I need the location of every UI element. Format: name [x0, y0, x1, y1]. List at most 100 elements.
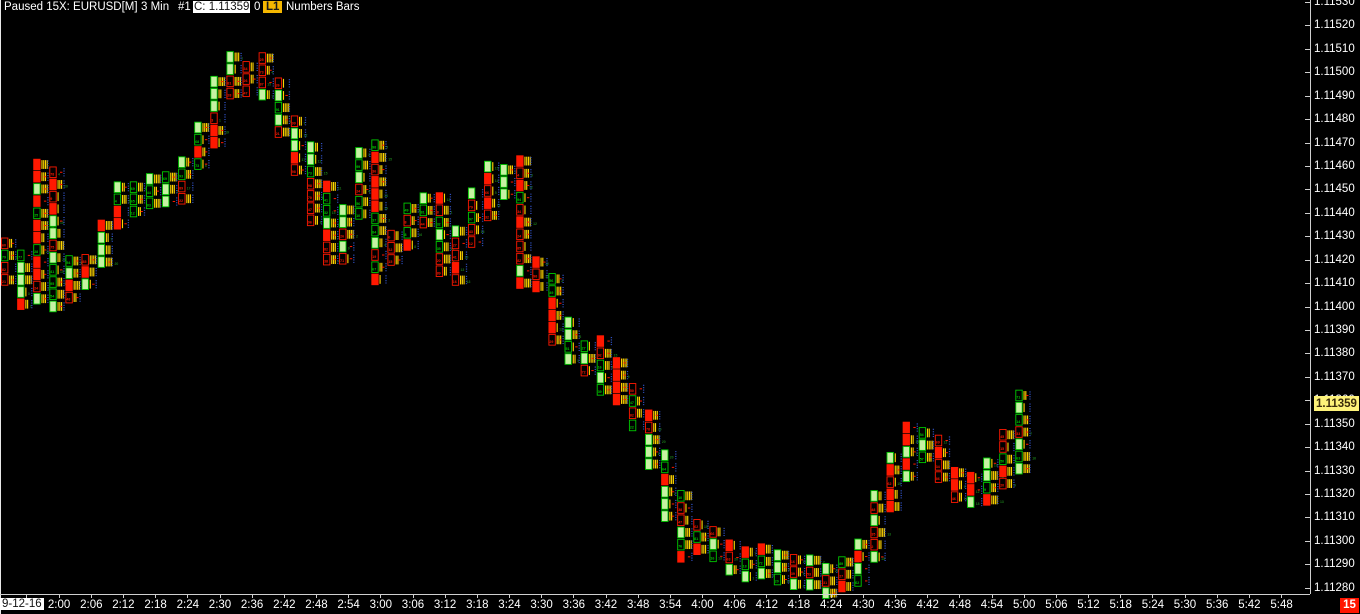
svg-text:20: 20: [670, 455, 674, 459]
svg-text:94: 94: [517, 198, 521, 202]
svg-text:26: 26: [244, 79, 248, 83]
svg-text:39: 39: [791, 572, 795, 576]
svg-text:16: 16: [598, 366, 602, 370]
svg-text:26: 26: [340, 234, 344, 238]
svg-text:17: 17: [187, 187, 191, 191]
svg-text:64: 64: [662, 467, 666, 471]
svg-text:11: 11: [338, 187, 342, 191]
svg-text:34: 34: [936, 465, 940, 469]
svg-text:33: 33: [1016, 432, 1020, 436]
svg-text:3: 3: [211, 118, 213, 122]
svg-text:13: 13: [718, 556, 722, 560]
svg-text:9: 9: [50, 197, 52, 201]
svg-text:68: 68: [195, 140, 199, 144]
svg-text:8: 8: [405, 233, 407, 237]
svg-text:87: 87: [260, 83, 264, 87]
svg-text:4: 4: [115, 199, 117, 203]
svg-text:15: 15: [614, 353, 618, 357]
svg-text:9: 9: [348, 247, 350, 251]
svg-text:12: 12: [469, 242, 473, 246]
svg-text:25: 25: [34, 213, 38, 217]
svg-text:20: 20: [115, 262, 119, 266]
svg-text:81: 81: [421, 210, 425, 214]
svg-text:4: 4: [58, 172, 60, 176]
svg-text:56: 56: [356, 202, 360, 206]
svg-text:49: 49: [549, 291, 553, 295]
svg-text:28: 28: [227, 94, 231, 98]
svg-text:34: 34: [517, 210, 521, 214]
svg-text:2: 2: [388, 219, 390, 223]
svg-text:67: 67: [372, 267, 376, 271]
svg-text:57: 57: [920, 457, 924, 461]
svg-text:71: 71: [1016, 396, 1020, 400]
svg-text:41: 41: [453, 256, 457, 260]
svg-text:32: 32: [324, 211, 328, 215]
svg-text:31: 31: [823, 581, 827, 585]
svg-text:28: 28: [34, 250, 38, 254]
svg-text:54: 54: [50, 294, 54, 298]
svg-text:39: 39: [598, 390, 602, 394]
svg-text:41: 41: [50, 270, 54, 274]
svg-text:54: 54: [66, 261, 70, 265]
svg-text:47: 47: [308, 208, 312, 212]
svg-text:27: 27: [582, 346, 586, 350]
svg-text:13: 13: [461, 268, 465, 272]
svg-text:18: 18: [976, 502, 980, 506]
svg-text:8: 8: [414, 245, 416, 249]
svg-text:44: 44: [147, 191, 151, 195]
svg-text:6: 6: [205, 164, 207, 168]
svg-text:2: 2: [356, 234, 358, 238]
svg-text:66: 66: [485, 191, 489, 195]
svg-text:13: 13: [887, 533, 891, 537]
svg-text:62: 62: [888, 482, 892, 486]
svg-text:5: 5: [495, 191, 497, 195]
svg-text:20: 20: [734, 558, 738, 562]
svg-text:77: 77: [18, 256, 22, 260]
svg-text:79: 79: [2, 256, 6, 260]
svg-text:43: 43: [469, 230, 473, 234]
svg-text:26: 26: [276, 83, 280, 87]
svg-text:50: 50: [1000, 459, 1004, 463]
svg-text:25: 25: [260, 58, 264, 62]
svg-text:12: 12: [533, 222, 537, 226]
svg-text:12: 12: [944, 441, 948, 445]
svg-text:38: 38: [324, 260, 328, 264]
svg-text:13: 13: [467, 280, 471, 284]
svg-text:18: 18: [743, 564, 747, 568]
svg-text:46: 46: [952, 497, 956, 501]
svg-text:34: 34: [244, 67, 248, 71]
svg-text:27: 27: [839, 574, 843, 578]
svg-text:60: 60: [2, 243, 6, 247]
svg-text:24: 24: [34, 287, 38, 291]
svg-text:20: 20: [1000, 484, 1004, 488]
svg-text:85: 85: [517, 247, 521, 251]
svg-text:69: 69: [163, 177, 167, 181]
svg-text:19: 19: [372, 255, 376, 259]
svg-text:93: 93: [179, 174, 183, 178]
svg-text:15: 15: [1000, 447, 1004, 451]
svg-text:29: 29: [549, 340, 553, 344]
svg-text:6: 6: [388, 236, 390, 240]
svg-text:70: 70: [308, 196, 312, 200]
svg-text:16: 16: [1032, 457, 1036, 461]
svg-text:24: 24: [517, 234, 521, 238]
svg-text:89: 89: [839, 562, 843, 566]
svg-text:12: 12: [131, 212, 135, 216]
svg-text:20: 20: [437, 259, 441, 263]
svg-text:48: 48: [66, 298, 70, 302]
svg-text:8: 8: [405, 221, 407, 225]
svg-text:73: 73: [195, 164, 199, 168]
svg-text:96: 96: [308, 220, 312, 224]
svg-text:44: 44: [421, 223, 425, 227]
svg-text:98: 98: [292, 170, 296, 174]
svg-text:10: 10: [678, 496, 682, 500]
svg-text:73: 73: [308, 172, 312, 176]
svg-text:69: 69: [131, 187, 135, 191]
svg-text:78: 78: [646, 428, 650, 432]
svg-text:62: 62: [855, 581, 859, 585]
svg-text:73: 73: [260, 70, 264, 74]
svg-text:35: 35: [437, 247, 441, 251]
svg-text:48: 48: [871, 508, 875, 512]
svg-text:16: 16: [418, 233, 422, 237]
svg-text:66: 66: [710, 532, 714, 536]
